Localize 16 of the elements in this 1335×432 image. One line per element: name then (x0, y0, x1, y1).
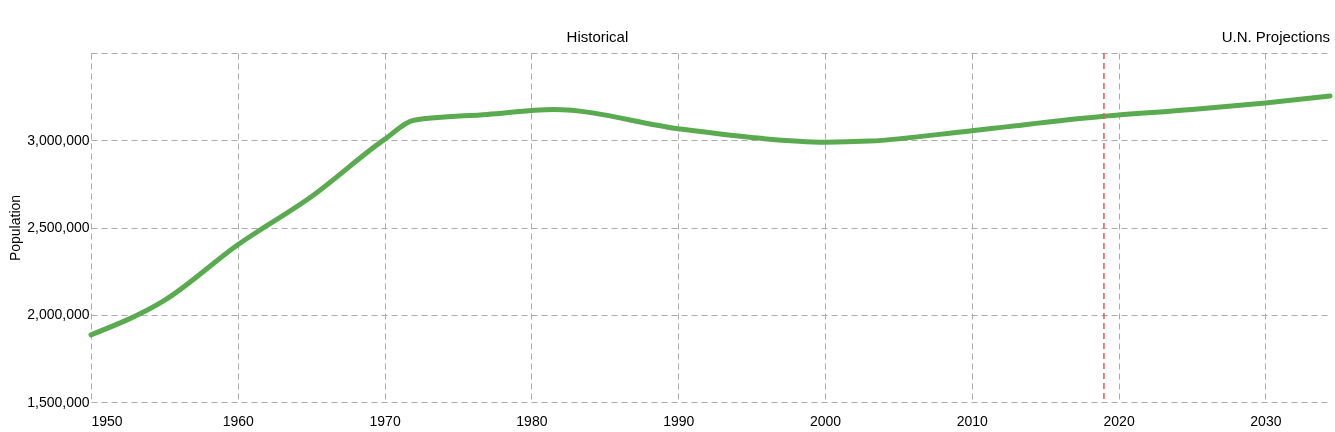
y-tick-label: 2,000,000 (27, 306, 90, 323)
x-tick-label: 2020 (1103, 412, 1135, 429)
text: U.N. Projections (1221, 28, 1330, 45)
text: Historical (566, 28, 629, 45)
x-tick-label: 1980 (516, 412, 548, 429)
y-tick-label: 1,500,000 (27, 393, 90, 410)
x-tick-label: 2010 (956, 412, 989, 429)
x-tick-label: 1990 (663, 412, 695, 429)
x-tick-label: 1950 (91, 412, 123, 429)
x-tick-label: 1970 (369, 412, 401, 429)
y-tick-label: 2,500,000 (27, 219, 90, 235)
y-axis-title: Population (7, 194, 24, 262)
y-tick-label: 3,000,000 (27, 131, 90, 148)
x-tick-label: 2000 (809, 412, 842, 429)
x-tick-label: 1960 (222, 412, 255, 429)
x-tick-label: 2030 (1250, 412, 1282, 429)
